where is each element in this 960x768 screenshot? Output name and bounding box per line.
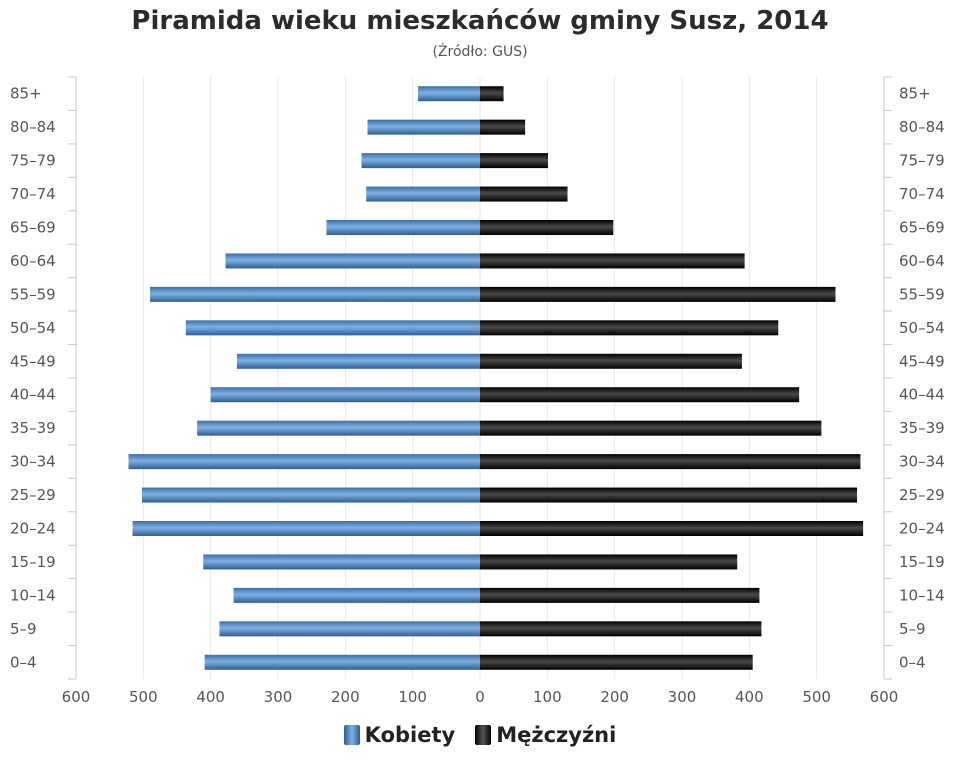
bar-female: [185, 320, 480, 336]
x-tick-label: 300: [668, 688, 697, 706]
x-tick-label: 100: [533, 688, 562, 706]
y-label-right: 40–44: [899, 386, 945, 404]
bar-female: [236, 353, 480, 369]
bar-male: [480, 320, 779, 336]
bar-female: [141, 487, 480, 503]
x-tick-label: 400: [735, 688, 764, 706]
bar-male: [480, 86, 504, 102]
bar-female: [197, 420, 480, 436]
y-label-left: 25–29: [10, 486, 56, 504]
bar-male: [480, 353, 742, 369]
bar-female: [219, 621, 481, 637]
y-label-left: 55–59: [10, 285, 56, 303]
bar-female: [128, 454, 480, 470]
y-label-left: 85+: [10, 85, 42, 103]
y-label-left: 10–14: [10, 586, 56, 604]
y-label-right: 50–54: [899, 319, 945, 337]
x-tick-label: 600: [62, 688, 91, 706]
bar-male: [480, 621, 762, 637]
bar-female: [326, 220, 480, 235]
x-tick-label: 200: [600, 688, 629, 706]
bar-female: [150, 286, 481, 302]
bar-male: [480, 253, 745, 269]
legend-label: Mężczyźni: [496, 723, 617, 747]
bar-female: [361, 153, 480, 169]
bar-male: [480, 420, 822, 436]
y-label-left: 5–9: [10, 620, 37, 638]
y-label-left: 35–39: [10, 419, 56, 437]
bar-female: [367, 119, 480, 135]
y-label-left: 30–34: [10, 453, 56, 471]
y-label-right: 55–59: [899, 285, 945, 303]
y-label-right: 65–69: [899, 219, 945, 237]
x-tick-label: 300: [264, 688, 293, 706]
y-label-left: 65–69: [10, 219, 56, 237]
y-label-right: 45–49: [899, 352, 945, 370]
y-label-right: 75–79: [899, 152, 945, 170]
x-tick-label: 500: [802, 688, 831, 706]
y-label-right: 60–64: [899, 252, 945, 270]
bar-male: [480, 220, 614, 235]
bar-male: [480, 521, 864, 536]
y-label-right: 15–19: [899, 553, 945, 571]
legend-label: Kobiety: [364, 723, 456, 747]
bar-male: [480, 487, 858, 503]
y-label-left: 80–84: [10, 118, 56, 136]
legend-swatch: [475, 725, 492, 745]
y-label-left: 45–49: [10, 352, 56, 370]
x-tick-label: 500: [129, 688, 158, 706]
bar-female: [366, 186, 480, 202]
bar-male: [480, 654, 753, 670]
x-tick-label: 600: [870, 688, 899, 706]
y-label-right: 30–34: [899, 453, 945, 471]
chart-subtitle: (Źródło: GUS): [432, 44, 528, 60]
bar-female: [233, 587, 480, 603]
y-label-right: 10–14: [899, 586, 945, 604]
y-label-left: 60–64: [10, 252, 56, 270]
bar-female: [418, 86, 480, 102]
y-label-right: 20–24: [899, 520, 945, 538]
y-label-right: 35–39: [899, 419, 945, 437]
legend: Kobiety Mężczyźni: [0, 722, 960, 747]
x-tick-label: 200: [331, 688, 360, 706]
bars-layer: [128, 86, 864, 670]
labels-layer: 600 500 400 300 200 100 0 100 200 300 400 500 600 85+…: [10, 85, 945, 706]
y-label-right: 85+: [899, 85, 931, 103]
y-label-right: 80–84: [899, 118, 945, 136]
bar-male: [480, 153, 549, 169]
legend-item[interactable]: Kobiety: [343, 723, 456, 747]
y-label-left: 15–19: [10, 553, 56, 571]
bar-female: [225, 253, 480, 269]
axis-layer: [68, 76, 892, 680]
y-label-left: 40–44: [10, 386, 56, 404]
y-label-right: 25–29: [899, 486, 945, 504]
y-label-right: 5–9: [899, 620, 926, 638]
y-label-left: 50–54: [10, 319, 56, 337]
x-tick-label: 0: [475, 688, 485, 706]
x-tick-label: 400: [196, 688, 225, 706]
bar-female: [203, 554, 480, 570]
y-label-right: 70–74: [899, 185, 945, 203]
bar-male: [480, 186, 568, 202]
bar-male: [480, 454, 861, 470]
y-label-right: 0–4: [899, 653, 926, 671]
bar-male: [480, 587, 760, 603]
x-tick-label: 100: [398, 688, 427, 706]
y-label-left: 20–24: [10, 520, 56, 538]
legend-swatch: [343, 725, 360, 745]
y-label-left: 75–79: [10, 152, 56, 170]
legend-item[interactable]: Mężczyźni: [475, 723, 616, 747]
chart-title: Piramida wieku mieszkańców gminy Susz, 2…: [131, 6, 829, 36]
bar-female: [132, 521, 480, 536]
bar-male: [480, 554, 738, 570]
bar-female: [210, 387, 480, 403]
y-label-left: 0–4: [10, 653, 37, 671]
bar-male: [480, 119, 526, 135]
bar-male: [480, 387, 800, 403]
bar-male: [480, 286, 836, 302]
y-label-left: 70–74: [10, 185, 56, 203]
bar-female: [204, 654, 480, 670]
